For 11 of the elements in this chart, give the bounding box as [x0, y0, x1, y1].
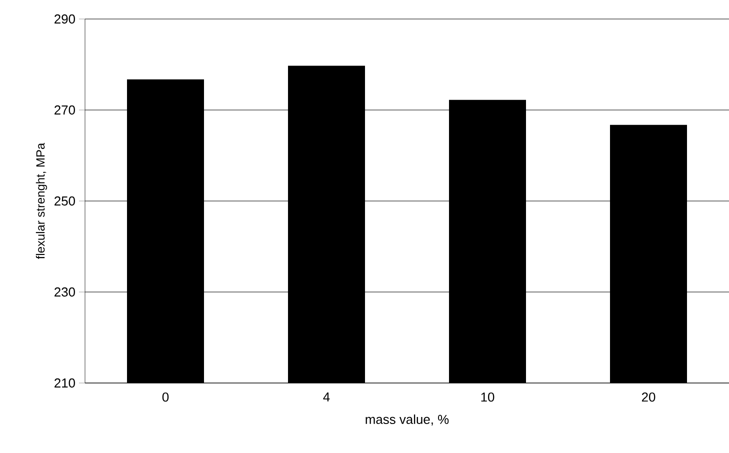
y-tick-label: 290	[54, 14, 75, 24]
y-tick-label: 270	[54, 105, 75, 115]
x-axis-title: mass value, %	[366, 414, 449, 426]
x-tick-label: 4	[323, 392, 330, 402]
y-tick-label: 250	[54, 196, 75, 206]
x-tick-label: 20	[642, 392, 656, 402]
y-tick-label: 210	[54, 378, 75, 388]
y-axis-title: flexular strenght, MPa	[36, 142, 48, 259]
y-tick-label: 230	[54, 287, 75, 297]
x-tick-label: 10	[481, 392, 494, 402]
x-tick-label: 0	[162, 392, 169, 402]
